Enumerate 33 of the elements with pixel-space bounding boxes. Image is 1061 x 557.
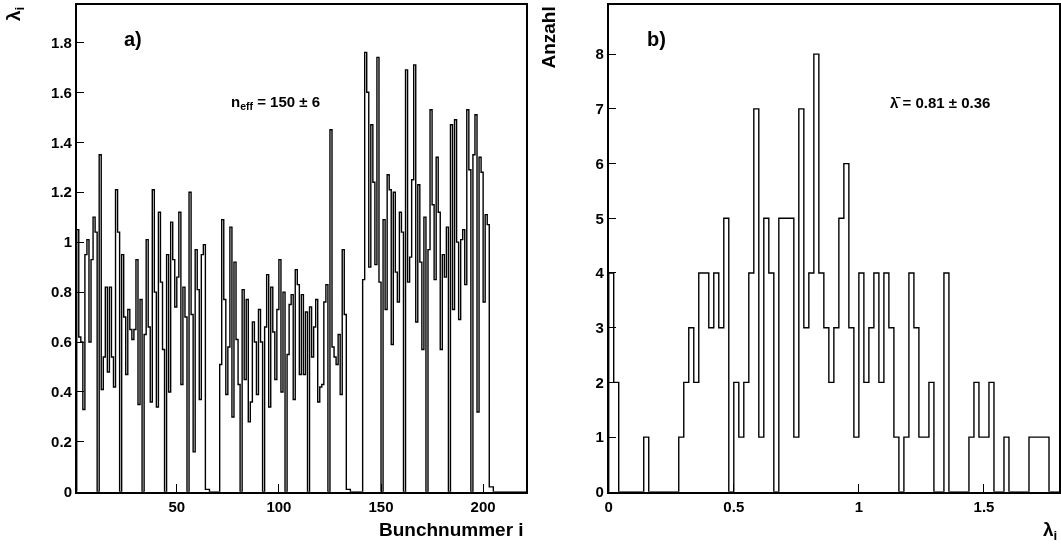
x-tick-label: 1.5 — [973, 497, 995, 515]
y-axis-title: Anzahl — [537, 6, 559, 69]
y-tick-label: 0.6 — [51, 333, 72, 351]
x-tick-label: 50 — [168, 497, 186, 515]
y-tick-label: 1.8 — [51, 33, 72, 51]
x-tick-label: 200 — [470, 497, 496, 515]
y-tick-label: 7 — [595, 100, 604, 118]
x-axis-title: Bunchnummer i — [379, 519, 524, 540]
y-tick-label: 1 — [63, 233, 72, 251]
y-tick-label: 6 — [595, 154, 604, 172]
x-tick-label: 100 — [266, 497, 292, 515]
annotation: n$_{eff}$ = 150 ± 6 — [231, 93, 321, 113]
y-tick-label: 1 — [595, 428, 604, 446]
x-axis-title: λ$_{i}$ — [1043, 519, 1058, 543]
x-tick-label: 150 — [368, 497, 394, 515]
y-tick-label: 0 — [63, 483, 72, 501]
y-tick-label: 0 — [595, 483, 604, 501]
y-tick-label: 0.8 — [51, 283, 72, 301]
annotation: λ̄ = 0.81 ± 0.36 — [890, 94, 991, 111]
y-tick-label: 1.2 — [51, 183, 72, 201]
annotation: a) — [124, 28, 142, 50]
y-tick-label: 1.6 — [51, 83, 72, 101]
y-tick-label: 5 — [595, 209, 604, 227]
x-tick-label: 0.5 — [723, 497, 745, 515]
x-tick-label: 1 — [854, 497, 864, 515]
y-tick-label: 8 — [595, 45, 604, 63]
y-tick-label: 1.4 — [51, 133, 73, 151]
y-tick-label: 4 — [595, 264, 605, 282]
y-tick-label: 0.4 — [51, 383, 73, 401]
y-tick-label: 0.2 — [51, 433, 72, 451]
y-tick-label: 3 — [595, 318, 604, 336]
annotation: b) — [647, 28, 666, 50]
y-tick-label: 2 — [595, 373, 604, 391]
